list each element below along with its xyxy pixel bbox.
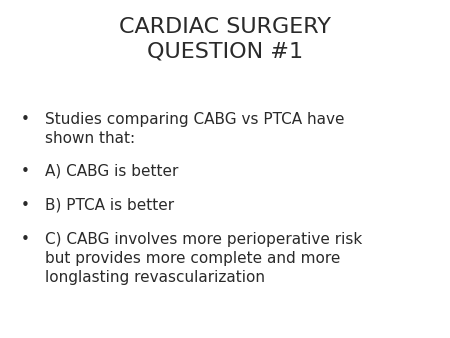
Text: A) CABG is better: A) CABG is better [45,164,178,179]
Text: Studies comparing CABG vs PTCA have
shown that:: Studies comparing CABG vs PTCA have show… [45,112,345,146]
Text: •: • [20,198,29,213]
Text: •: • [20,164,29,179]
Text: CARDIAC SURGERY
QUESTION #1: CARDIAC SURGERY QUESTION #1 [119,17,331,62]
Text: •: • [20,232,29,246]
Text: C) CABG involves more perioperative risk
but provides more complete and more
lon: C) CABG involves more perioperative risk… [45,232,362,285]
Text: •: • [20,112,29,126]
Text: B) PTCA is better: B) PTCA is better [45,198,174,213]
